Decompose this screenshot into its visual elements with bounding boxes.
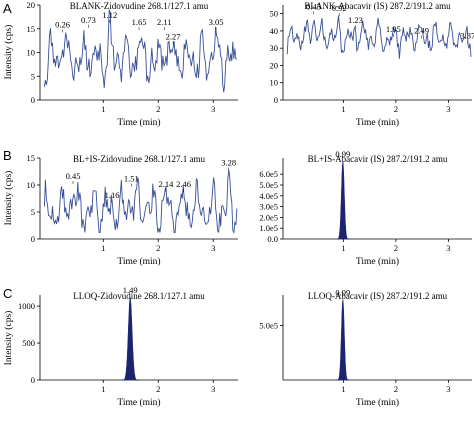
chart-title: BLANK-Zidovudine 268.1/127.1 amu: [70, 1, 209, 11]
y-tick-label: 20: [27, 0, 36, 10]
peak-label: 1.23: [348, 15, 363, 25]
peak-label: 3.28: [221, 158, 236, 168]
peak-label: 0.73: [81, 15, 96, 25]
y-tick-label: 3.0e5: [259, 202, 278, 212]
peak-label: 0.99: [335, 287, 350, 297]
x-axis-label: Time (min): [117, 256, 160, 267]
peak-label: 0.43: [306, 1, 321, 11]
y-axis-label: Intensity (cps): [3, 171, 14, 226]
y-tick-label: 5.0e5: [259, 321, 278, 331]
signal-trace: [43, 9, 238, 93]
chart-panel-5: 1 2 3 0 500 1000 LLOQ-Zidovudine 268.1/127.1 a…: [3, 285, 238, 408]
y-tick-label: 10: [270, 78, 279, 88]
x-axis-label: Time (min): [356, 117, 399, 128]
y-axis-label: Intensity (cps): [3, 311, 14, 366]
y-tick-label: 1.0e5: [259, 223, 278, 233]
x-tick-label: 1: [101, 104, 105, 114]
y-tick-label: 0.0: [267, 234, 278, 244]
peak-label: 0.99: [335, 149, 350, 159]
y-tick-label: 40: [270, 26, 279, 36]
x-tick-label: 3: [211, 104, 215, 114]
peak-label: 1.16: [105, 190, 120, 200]
x-tick-label: 2: [394, 104, 398, 114]
y-tick-label: 15: [27, 24, 36, 34]
y-tick-label: 500: [22, 338, 35, 348]
y-axis-label: Intensity (cps): [3, 25, 14, 80]
x-tick-label: 2: [394, 384, 398, 394]
peak-label: 2.49: [414, 26, 429, 36]
peak-label: 0.26: [55, 20, 70, 30]
peak-label: 2.14: [159, 179, 175, 189]
panel-letter-c: C: [3, 286, 12, 301]
panel-letter-b: B: [3, 148, 12, 163]
y-tick-label: 10: [27, 48, 36, 58]
chromatogram-peak: [335, 299, 351, 381]
y-tick-label: 5.0e5: [259, 180, 278, 190]
y-tick-label: 15: [27, 153, 36, 163]
peak-label: 1.51: [124, 174, 139, 184]
chart-panel-3: 1 2 3 0 5 10 15 BL+IS-Zidovudine 268.1/127.1 am…: [3, 153, 238, 267]
chromatogram-peak: [335, 161, 351, 240]
x-tick-label: 1: [341, 384, 345, 394]
y-tick-label: 2.0e5: [259, 212, 278, 222]
signal-trace: [43, 169, 238, 235]
x-tick-label: 2: [156, 384, 160, 394]
chromatogram-peak: [120, 296, 140, 381]
x-tick-label: 2: [156, 104, 160, 114]
peak-label: 0.45: [66, 171, 81, 181]
peak-label: 2.27: [166, 31, 181, 41]
x-tick-label: 3: [446, 104, 450, 114]
y-tick-label: 0: [274, 95, 278, 105]
x-tick-label: 1: [341, 104, 345, 114]
y-tick-label: 1000: [18, 301, 35, 311]
peak-label: 1.49: [123, 285, 138, 295]
x-tick-label: 1: [341, 243, 345, 253]
y-tick-label: 4.0e5: [259, 191, 278, 201]
y-tick-label: 10: [27, 180, 36, 190]
x-tick-label: 1: [101, 243, 105, 253]
x-axis-label: Time (min): [117, 397, 160, 408]
chart-title: BLANK-Abacavir (IS) 287.2/191.2 amu: [304, 1, 451, 11]
y-tick-label: 20: [270, 60, 279, 70]
y-tick-label: 50: [270, 9, 279, 19]
x-tick-label: 3: [211, 243, 215, 253]
y-tick-label: 0: [31, 375, 35, 385]
chart-panel-6: 1 2 3 5.0e5 LLOQ-Abacavir (IS) 287.2/191.2 a…: [259, 287, 472, 408]
peak-label: 2.46: [176, 179, 191, 189]
peak-label: 0.92: [332, 3, 347, 13]
panel-letter-a: A: [3, 1, 12, 16]
y-tick-label: 5: [31, 207, 35, 217]
chart-title: LLOQ-Zidovudine 268.1/127.1 amu: [73, 291, 205, 301]
x-tick-label: 2: [156, 243, 160, 253]
peak-label: 1.12: [102, 10, 117, 20]
y-tick-label: 30: [270, 43, 279, 53]
y-tick-label: 5: [31, 71, 35, 81]
x-tick-label: 3: [446, 243, 450, 253]
x-tick-label: 3: [211, 384, 215, 394]
x-axis-label: Time (min): [356, 256, 399, 267]
signal-trace: [286, 15, 472, 59]
peak-label: 2.11: [157, 17, 172, 27]
x-tick-label: 3: [446, 384, 450, 394]
peak-label: 1.95: [386, 24, 401, 34]
chart-panel-1: 1 2 3 0 5 10 15 20 BLANK-Zidovudine 268.1/127.1 …: [3, 0, 238, 128]
x-axis-label: Time (min): [117, 117, 160, 128]
peak-label: 1.65: [132, 17, 147, 27]
chart-title: BL+IS-Zidovudine 268.1/127.1 amu: [73, 154, 206, 164]
peak-label: 3.37: [460, 31, 474, 41]
y-tick-label: 0: [31, 95, 35, 105]
x-axis-label: Time (min): [356, 397, 399, 408]
y-tick-label: 0: [31, 234, 35, 244]
chart-title: LLOQ-Abacavir (IS) 287.2/191.2 amu: [308, 291, 448, 301]
x-tick-label: 2: [394, 243, 398, 253]
x-tick-label: 1: [101, 384, 105, 394]
y-tick-label: 6.0e5: [259, 169, 278, 179]
chart-title: BL+IS-Abacavir (IS) 287.2/191.2 amu: [308, 154, 448, 164]
peak-label: 3.05: [209, 17, 224, 27]
